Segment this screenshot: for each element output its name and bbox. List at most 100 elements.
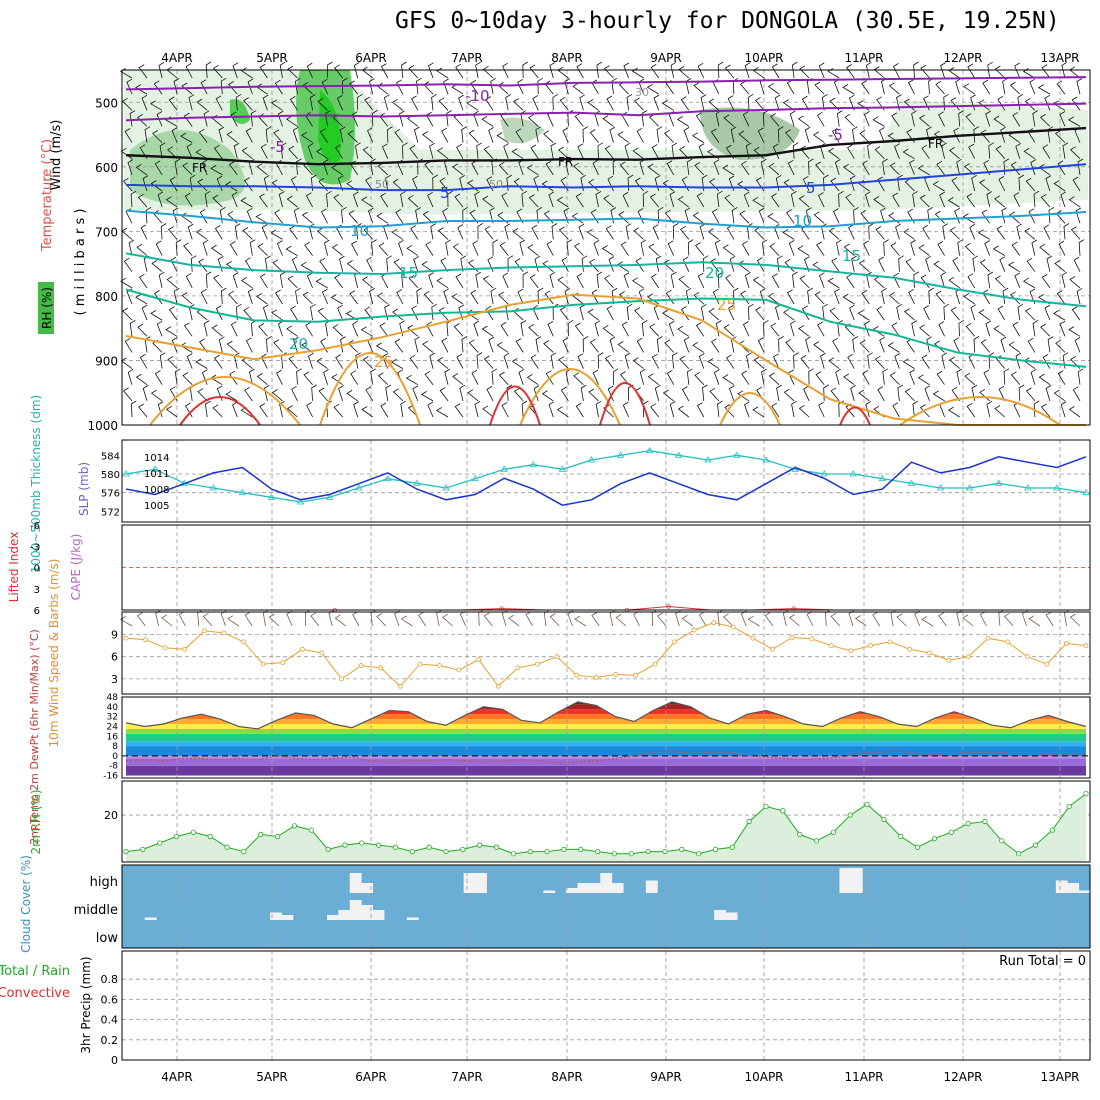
- wind-barb: [492, 239, 499, 256]
- wind-barb: [271, 389, 283, 402]
- wind-barb: [1069, 146, 1081, 159]
- wind-barb: [377, 292, 389, 305]
- wind-barb: [798, 195, 810, 208]
- wind-barb: [651, 144, 660, 159]
- wind-barb: [150, 180, 163, 192]
- wind-barb: [244, 177, 253, 192]
- wind-speed-marker: [515, 665, 521, 671]
- wind-barb: [200, 79, 208, 95]
- wind-barb: [947, 197, 960, 208]
- wind-barb: [917, 164, 930, 176]
- wind-barb: [165, 326, 178, 337]
- rh-line: [125, 793, 1087, 855]
- wind-barb: [714, 239, 721, 256]
- rh-marker: [712, 846, 719, 853]
- wind-barb: [616, 261, 629, 273]
- wind-barb: [603, 195, 614, 208]
- wind-barb: [923, 305, 930, 321]
- wind-barb: [520, 320, 527, 337]
- wind-barb: [771, 402, 780, 418]
- wind-barb: [889, 372, 900, 385]
- wind-barb: [122, 307, 133, 321]
- wind-barb: [469, 209, 479, 224]
- pressure-tick-label: 900: [95, 354, 118, 368]
- wind-barb: [737, 180, 750, 192]
- wind-barb: [422, 211, 434, 224]
- wind-barb: [150, 100, 163, 111]
- temperature-color-band: [126, 765, 1086, 776]
- wind-barb: [244, 257, 253, 272]
- wind-barb: [1012, 321, 1021, 337]
- wind-barb: [920, 64, 930, 79]
- wind-barb: [197, 388, 208, 402]
- wind-barb: [812, 131, 825, 143]
- wind-barb: [697, 62, 705, 79]
- wind-barb: [631, 67, 644, 79]
- wind-barb: [289, 96, 298, 111]
- wind-barb: [1023, 357, 1036, 369]
- wind-barb: [1016, 223, 1023, 240]
- contour-label-25: 25: [374, 353, 393, 371]
- wind-barb: [195, 358, 208, 369]
- wind-barb: [655, 255, 662, 272]
- wind-barb: [498, 371, 509, 385]
- rh-area: [126, 793, 1086, 862]
- wind-barb: [755, 306, 765, 321]
- wind-barb: [668, 320, 675, 337]
- wind-barb: [474, 191, 480, 208]
- wind-barb: [285, 245, 298, 256]
- wind-barb: [305, 192, 313, 208]
- wind-barb: [181, 82, 193, 95]
- wind-barb: [452, 243, 464, 256]
- wind-barb: [632, 147, 644, 160]
- rh-marker: [982, 818, 988, 825]
- wind-barb: [385, 174, 391, 192]
- wind-barb: [157, 191, 164, 208]
- wind-barb: [836, 110, 843, 127]
- wind-barb: [562, 337, 569, 353]
- wind-barb: [786, 209, 795, 224]
- wind-barb: [623, 62, 630, 79]
- wind-speed-line: [125, 622, 1087, 688]
- wind-barb: [544, 290, 554, 305]
- wind-barb: [259, 403, 268, 418]
- wind-barb: [744, 401, 750, 418]
- temperature-tick-label: 0: [112, 752, 118, 762]
- wind-barb: [476, 352, 483, 369]
- wind-barb: [859, 339, 870, 353]
- wind-barb: [1028, 208, 1036, 224]
- wind-barb: [858, 389, 870, 402]
- wind-barb: [201, 159, 208, 176]
- wind-barb: [814, 81, 825, 95]
- wind-barb: [797, 245, 810, 256]
- wind-barb: [353, 191, 359, 208]
- wind-barb: [259, 193, 268, 208]
- wind-speed-marker: [397, 683, 403, 689]
- wind-barb: [877, 386, 885, 402]
- wind-barb: [526, 164, 539, 176]
- wind-barb: [651, 353, 660, 369]
- wind-barb: [227, 210, 238, 224]
- wind-barb: [756, 257, 765, 272]
- wind-barb: [589, 338, 599, 353]
- wind-barb: [686, 368, 693, 385]
- wind-barb: [670, 271, 677, 288]
- wind-barb: [979, 388, 990, 402]
- slp-panel-frame: [121, 439, 1091, 523]
- wind-barb: [881, 287, 887, 305]
- isotherm--10: [125, 76, 1087, 91]
- wind-barb: [806, 611, 814, 627]
- wind-barb: [593, 240, 600, 256]
- wind-barb: [1046, 255, 1053, 272]
- wind-barb: [393, 258, 404, 272]
- wind-barb: [136, 612, 146, 627]
- wind-speed-marker: [182, 646, 188, 652]
- wind-barb: [175, 239, 182, 256]
- wind-speed-marker: [985, 635, 991, 641]
- wind-barb: [472, 240, 479, 256]
- wind-barb: [409, 354, 419, 369]
- wind-barb: [245, 127, 253, 143]
- wind-barb: [230, 111, 238, 127]
- wind-barb: [894, 353, 901, 369]
- wind-barb: [588, 178, 599, 192]
